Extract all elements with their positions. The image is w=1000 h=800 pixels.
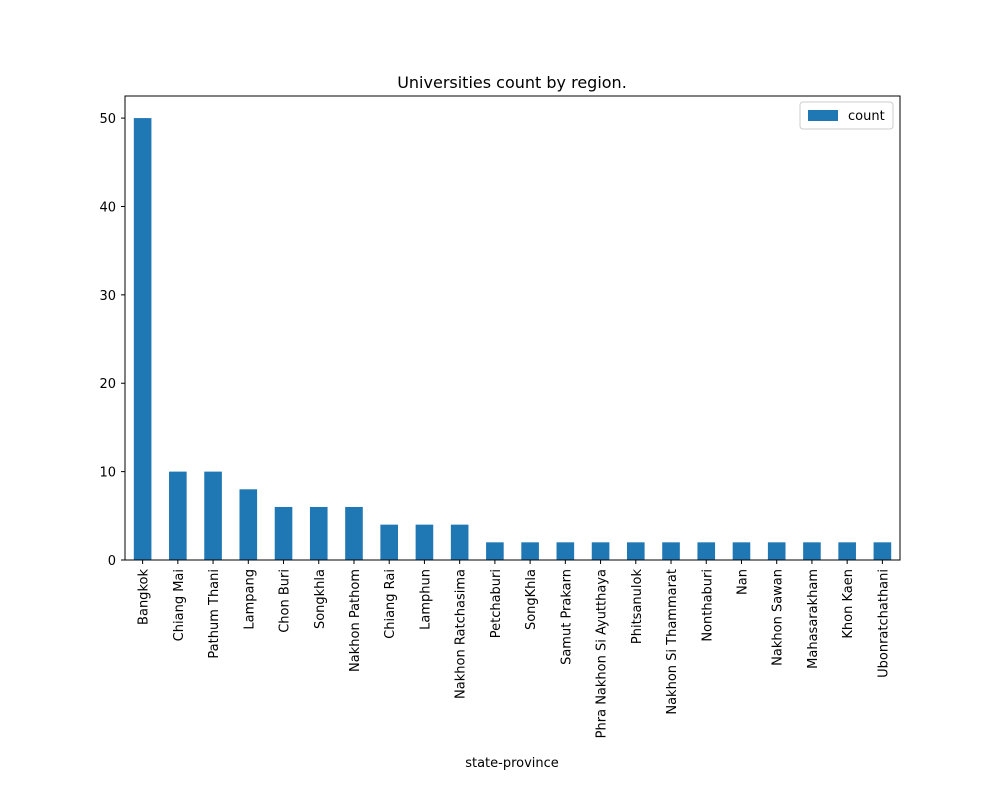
y-tick-label: 40	[99, 200, 116, 215]
bar	[204, 471, 222, 560]
bars-group	[133, 118, 892, 560]
x-tick-label: Chiang Mai	[172, 569, 187, 641]
plot-frame	[124, 95, 901, 561]
x-tick-label: SongKhla	[524, 569, 539, 630]
bar	[309, 506, 328, 560]
bar	[697, 542, 716, 560]
bar	[239, 489, 258, 560]
bar	[133, 118, 152, 560]
x-axis-ticks: Bangkok Chiang Mai Pathum Thani Lampang Chon…	[137, 560, 891, 738]
x-tick-label: Nakhon Ratchasima	[454, 569, 469, 699]
x-tick-label: Petchaburi	[489, 569, 504, 638]
y-tick-label: 0	[108, 554, 116, 569]
x-tick-label: Khon Kaen	[841, 569, 856, 639]
bar	[486, 542, 504, 560]
bar	[415, 524, 434, 560]
x-tick-label: Nan	[735, 569, 750, 595]
chart-title: Universities count by region.	[397, 73, 627, 92]
x-tick-label: Nakhon Si Thammarat	[665, 569, 680, 715]
x-tick-label: Lamphun	[418, 569, 433, 630]
x-axis-label: state-province	[465, 756, 559, 771]
x-tick-label: Lampang	[242, 569, 257, 630]
legend-frame	[799, 101, 894, 130]
bar	[767, 542, 786, 560]
x-tick-label: Nakhon Sawan	[771, 569, 786, 666]
legend: count	[799, 101, 894, 130]
x-tick-label: Mahasarakham	[806, 569, 821, 669]
bar	[803, 542, 821, 560]
x-tick-label: Nakhon Pathom	[348, 569, 363, 672]
x-tick-label: Phitsanulok	[630, 569, 645, 645]
bar	[169, 471, 187, 560]
x-tick-label: Phra Nakhon Si Ayutthaya	[595, 569, 610, 738]
bar	[732, 542, 751, 560]
y-tick-label: 50	[99, 112, 116, 127]
bar	[626, 542, 645, 560]
x-tick-label: Songkhla	[313, 569, 328, 629]
y-tick-label: 10	[99, 466, 116, 481]
bar	[591, 542, 610, 560]
x-tick-label: Nonthaburi	[700, 569, 715, 642]
legend-swatch	[808, 110, 838, 121]
y-axis-ticks: 0 10 20 30 40 50	[99, 112, 125, 569]
x-tick-label: Chiang Rai	[383, 569, 398, 639]
x-tick-label: Ubonratchathani	[876, 569, 891, 678]
bar	[838, 542, 856, 560]
bar	[873, 542, 892, 560]
y-tick-label: 30	[99, 289, 116, 304]
y-tick-label: 20	[99, 377, 116, 392]
bar	[662, 542, 680, 560]
x-tick-label: Chon Buri	[278, 569, 293, 633]
bar	[521, 542, 539, 560]
bar	[345, 506, 363, 560]
legend-label: count	[848, 109, 885, 124]
bar	[274, 506, 293, 560]
x-tick-label: Pathum Thani	[207, 569, 222, 659]
bar	[380, 524, 399, 560]
x-tick-label: Samut Prakarn	[559, 569, 574, 665]
bar	[556, 542, 575, 560]
x-tick-label: Bangkok	[137, 569, 152, 625]
bar	[450, 524, 469, 560]
